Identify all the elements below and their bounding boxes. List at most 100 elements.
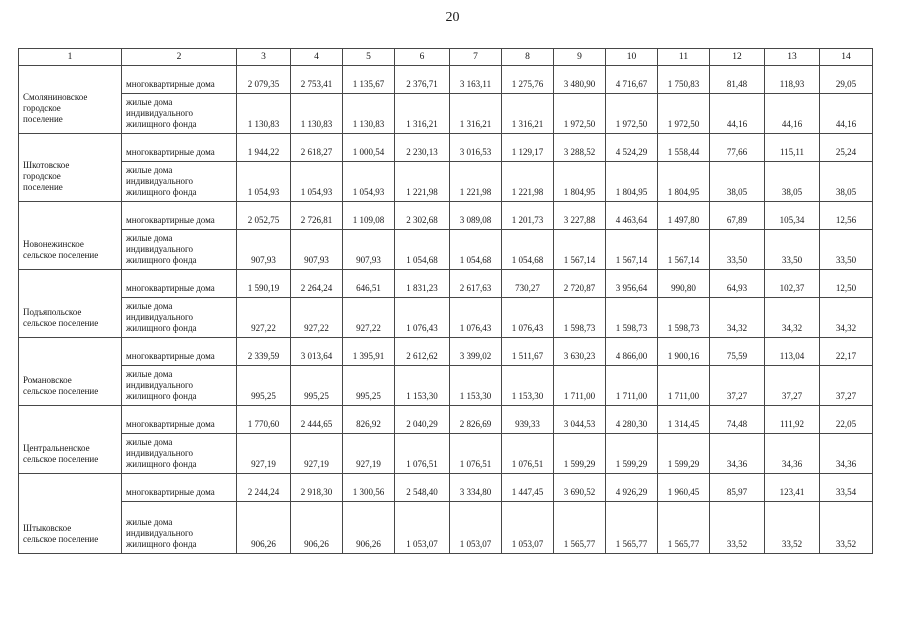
value-cell: 1 558,44 xyxy=(657,133,710,162)
value-cell: 1 153,30 xyxy=(449,365,502,406)
housing-type-cell: многоквартирные дома xyxy=(121,201,237,230)
individual-row: жилые дома индивидуального жилищного фон… xyxy=(19,501,873,554)
housing-type-cell: жилые дома индивидуального жилищного фон… xyxy=(121,433,237,474)
value-cell: 1 221,98 xyxy=(394,161,450,202)
value-cell: 907,93 xyxy=(290,229,343,270)
value-cell: 1 109,08 xyxy=(342,201,395,230)
value-cell: 37,27 xyxy=(819,365,873,406)
value-cell: 2 040,29 xyxy=(394,405,450,434)
settlement-name-cell: Смоляниновское городское поселение xyxy=(18,65,122,134)
settlement-name-cell: Подъяпольское сельское поселение xyxy=(18,269,122,338)
value-cell: 927,19 xyxy=(290,433,343,474)
apartment-row: Центральненское сельское поселение многок… xyxy=(18,405,873,474)
value-cell: 2 079,35 xyxy=(236,65,291,94)
column-header: 11 xyxy=(657,48,710,66)
value-cell: 44,16 xyxy=(819,93,873,134)
settlement-name-cell: Новонежинское сельское поселение xyxy=(18,201,122,270)
settlement-name-cell: Штыковское сельское поселение xyxy=(18,473,122,554)
value-cell: 102,37 xyxy=(764,269,820,298)
housing-type-cell: жилые дома индивидуального жилищного фон… xyxy=(121,297,237,338)
value-cell: 34,32 xyxy=(764,297,820,338)
value-cell: 1 599,29 xyxy=(553,433,606,474)
individual-row: жилые дома индивидуального жилищного фон… xyxy=(19,297,873,338)
value-cell: 1 316,21 xyxy=(449,93,502,134)
value-cell: 3 480,90 xyxy=(553,65,606,94)
value-cell: 1 221,98 xyxy=(449,161,502,202)
value-cell: 1 900,16 xyxy=(657,337,710,366)
value-cell: 2 826,69 xyxy=(449,405,502,434)
settlement-name-cell: Романовское сельское поселение xyxy=(18,337,122,406)
value-cell: 1 054,93 xyxy=(342,161,395,202)
value-cell: 81,48 xyxy=(709,65,765,94)
value-cell: 1 972,50 xyxy=(657,93,710,134)
value-cell: 1 750,83 xyxy=(657,65,710,94)
value-cell: 64,93 xyxy=(709,269,765,298)
value-cell: 1 076,51 xyxy=(449,433,502,474)
housing-type-label: жилые дома индивидуального жилищного фон… xyxy=(126,97,197,129)
individual-row: жилые дома индивидуального жилищного фон… xyxy=(19,229,873,270)
value-cell: 1 598,73 xyxy=(553,297,606,338)
housing-data-table: 1 2 3 4 5 6 7 8 9 10 11 12 13 14 Смоляниновское город… xyxy=(18,48,873,554)
value-cell: 927,19 xyxy=(342,433,395,474)
value-cell: 1 599,29 xyxy=(657,433,710,474)
value-cell: 74,48 xyxy=(709,405,765,434)
value-cell: 34,32 xyxy=(709,297,765,338)
value-cell: 907,93 xyxy=(236,229,291,270)
apartment-row: Смоляниновское городское поселение многок… xyxy=(18,65,873,134)
housing-type-label: жилые дома индивидуального жилищного фон… xyxy=(126,437,197,469)
housing-type-cell: многоквартирные дома xyxy=(121,473,237,502)
value-cell: 3 016,53 xyxy=(449,133,502,162)
value-cell: 2 376,71 xyxy=(394,65,450,94)
value-cell: 1 567,14 xyxy=(605,229,658,270)
value-cell: 1 076,43 xyxy=(501,297,554,338)
column-header: 1 xyxy=(18,48,122,66)
settlement-name: Штыковское сельское поселение xyxy=(23,523,99,544)
value-cell: 1 153,30 xyxy=(394,365,450,406)
value-cell: 1 711,00 xyxy=(657,365,710,406)
value-cell: 12,50 xyxy=(819,269,873,298)
value-cell: 115,11 xyxy=(764,133,820,162)
value-cell: 1 598,73 xyxy=(605,297,658,338)
value-cell: 1 300,56 xyxy=(342,473,395,502)
value-cell: 1 129,17 xyxy=(501,133,554,162)
value-cell: 927,22 xyxy=(342,297,395,338)
value-cell: 2 244,24 xyxy=(236,473,291,502)
housing-type-cell: многоквартирные дома xyxy=(121,405,237,434)
column-header: 12 xyxy=(709,48,765,66)
settlement-name: Шкотовское городское поселение xyxy=(23,160,70,192)
value-cell: 2 230,13 xyxy=(394,133,450,162)
value-cell: 927,22 xyxy=(290,297,343,338)
value-cell: 3 044,53 xyxy=(553,405,606,434)
housing-type-label: жилые дома индивидуального жилищного фон… xyxy=(126,517,197,549)
value-cell: 1 054,93 xyxy=(290,161,343,202)
value-cell: 1 711,00 xyxy=(605,365,658,406)
value-cell: 1 590,19 xyxy=(236,269,291,298)
column-header: 13 xyxy=(764,48,820,66)
value-cell: 2 339,59 xyxy=(236,337,291,366)
value-cell: 1 076,43 xyxy=(449,297,502,338)
value-cell: 38,05 xyxy=(764,161,820,202)
value-cell: 2 444,65 xyxy=(290,405,343,434)
value-cell: 22,05 xyxy=(819,405,873,434)
value-cell: 4 524,29 xyxy=(605,133,658,162)
value-cell: 826,92 xyxy=(342,405,395,434)
value-cell: 123,41 xyxy=(764,473,820,502)
value-cell: 1 567,14 xyxy=(553,229,606,270)
value-cell: 33,50 xyxy=(819,229,873,270)
value-cell: 37,27 xyxy=(709,365,765,406)
value-cell: 75,59 xyxy=(709,337,765,366)
value-cell: 3 334,80 xyxy=(449,473,502,502)
page-number: 20 xyxy=(445,10,460,25)
value-cell: 85,97 xyxy=(709,473,765,502)
value-cell: 33,52 xyxy=(819,501,873,554)
individual-row: жилые дома индивидуального жилищного фон… xyxy=(19,433,873,474)
housing-type-label: жилые дома индивидуального жилищного фон… xyxy=(126,165,197,197)
settlement-name: Новонежинское сельское поселение xyxy=(23,239,99,260)
value-cell: 111,92 xyxy=(764,405,820,434)
settlement-name: Центральненское сельское поселение xyxy=(23,443,99,464)
value-cell: 1 053,07 xyxy=(449,501,502,554)
value-cell: 1 153,30 xyxy=(501,365,554,406)
value-cell: 38,05 xyxy=(819,161,873,202)
value-cell: 995,25 xyxy=(342,365,395,406)
